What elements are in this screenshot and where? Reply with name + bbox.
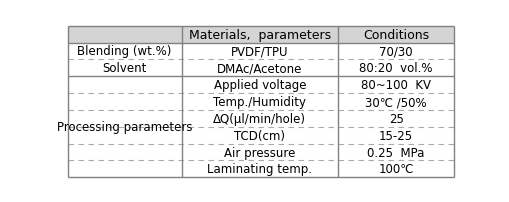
- Text: DMAc/Acetone: DMAc/Acetone: [217, 62, 302, 75]
- Text: Air pressure: Air pressure: [224, 146, 296, 159]
- Text: Laminating temp.: Laminating temp.: [207, 163, 313, 176]
- Text: Applied voltage: Applied voltage: [214, 79, 306, 92]
- Text: Temp./Humidity: Temp./Humidity: [213, 96, 306, 108]
- Text: Blending (wt.%): Blending (wt.%): [77, 45, 172, 58]
- Text: 30℃ /50%: 30℃ /50%: [365, 96, 427, 108]
- Text: 100℃: 100℃: [378, 163, 414, 176]
- Text: Solvent: Solvent: [102, 62, 147, 75]
- Text: 80:20  vol.%: 80:20 vol.%: [359, 62, 433, 75]
- Bar: [68, 27, 454, 43]
- Text: 70/30: 70/30: [379, 45, 413, 58]
- Text: 0.25  MPa: 0.25 MPa: [367, 146, 425, 159]
- Text: Processing parameters: Processing parameters: [57, 121, 192, 134]
- Text: ΔQ(μl/min/hole): ΔQ(μl/min/hole): [213, 112, 306, 125]
- Text: 15-25: 15-25: [379, 129, 413, 142]
- Text: Conditions: Conditions: [363, 28, 429, 41]
- Text: 25: 25: [389, 112, 404, 125]
- Text: Materials,  parameters: Materials, parameters: [189, 28, 331, 41]
- Text: 80~100  KV: 80~100 KV: [361, 79, 431, 92]
- Text: TCD(cm): TCD(cm): [235, 129, 286, 142]
- Text: PVDF/TPU: PVDF/TPU: [231, 45, 289, 58]
